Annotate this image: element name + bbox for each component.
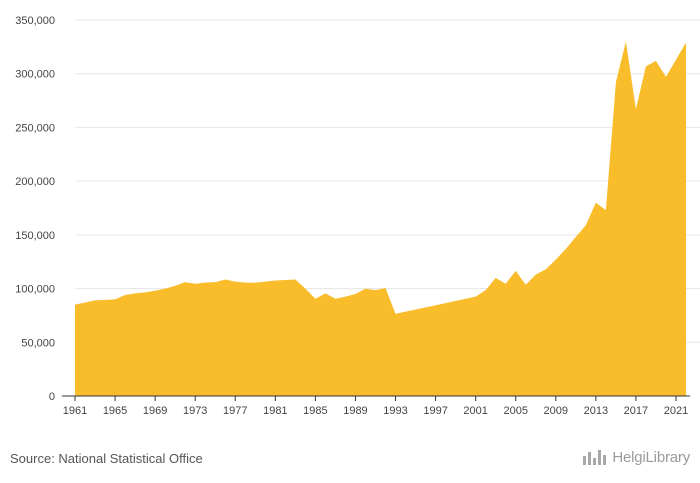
area-series <box>75 41 686 396</box>
y-tick-label: 250,000 <box>15 122 55 134</box>
x-tick-label: 2005 <box>503 405 527 417</box>
x-axis-ticks: 1961 1965 1969 1973 1977 1981 1985 1989 1993 1997… <box>63 396 688 417</box>
bar-chart-icon <box>583 450 607 465</box>
x-tick-label: 1973 <box>183 405 207 417</box>
x-tick-label: 1989 <box>343 405 367 417</box>
x-tick-label: 1965 <box>103 405 127 417</box>
x-tick-label: 1985 <box>303 405 327 417</box>
x-tick-label: 1997 <box>423 405 447 417</box>
y-tick-label: 350,000 <box>15 15 55 27</box>
y-tick-label: 150,000 <box>15 230 55 242</box>
y-tick-label: 200,000 <box>15 176 55 188</box>
y-axis-ticks: 0 50,000 100,000 150,000 200,000 250,000 300,0… <box>15 15 55 403</box>
y-tick-label: 0 <box>49 391 55 403</box>
x-tick-label: 1981 <box>263 405 287 417</box>
x-tick-label: 1977 <box>223 405 247 417</box>
source-note: Source: National Statistical Office <box>10 451 203 466</box>
x-tick-label: 2013 <box>584 405 608 417</box>
area-chart: 0 50,000 100,000 150,000 200,000 250,000 300,0… <box>15 15 700 417</box>
logo-text: HelgiLibrary <box>612 448 690 466</box>
x-tick-label: 1969 <box>143 405 167 417</box>
x-tick-label: 2021 <box>664 405 688 417</box>
x-tick-label: 1961 <box>63 405 87 417</box>
helgi-library-logo: HelgiLibrary <box>582 448 690 466</box>
x-tick-label: 2017 <box>624 405 648 417</box>
x-tick-label: 2001 <box>463 405 487 417</box>
x-tick-label: 1993 <box>383 405 407 417</box>
area-fill <box>75 41 686 396</box>
chart-footer: Source: National Statistical Office Helg… <box>0 440 700 483</box>
y-tick-label: 50,000 <box>21 337 55 349</box>
x-tick-label: 2009 <box>544 405 568 417</box>
y-tick-label: 300,000 <box>15 69 55 81</box>
y-tick-label: 100,000 <box>15 284 55 296</box>
